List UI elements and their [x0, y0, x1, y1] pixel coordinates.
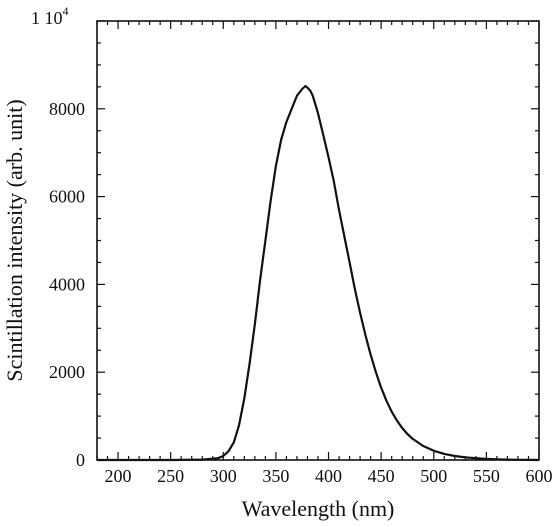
x-tick-label: 350	[262, 466, 289, 486]
y-tick-label: 2000	[49, 362, 85, 382]
x-axis-title: Wavelength (nm)	[242, 496, 395, 521]
x-tick-label: 200	[105, 466, 132, 486]
x-tick-label: 450	[368, 466, 395, 486]
y-top-mantissa: 1 10	[31, 8, 63, 28]
y-axis-ticks	[97, 20, 539, 461]
x-tick-label: 400	[315, 466, 342, 486]
x-tick-label: 250	[157, 466, 184, 486]
plot-frame	[96, 20, 540, 461]
x-tick-label: 500	[420, 466, 447, 486]
x-tick-label: 300	[210, 466, 237, 486]
y-axis-top-tick-label: 1 104	[31, 4, 69, 28]
y-tick-label: 6000	[49, 187, 85, 207]
y-tick-label: 8000	[49, 99, 85, 119]
intensity-series-line	[97, 84, 540, 462]
x-axis-tick-labels: 200 250 300 350 400 450 500 550 600	[105, 466, 553, 486]
y-axis-tick-labels: 0 2000 4000 6000 8000	[49, 99, 85, 470]
y-tick-label: 0	[76, 450, 85, 470]
y-axis-title: Scintillation intensity (arb. unit)	[2, 99, 27, 381]
y-tick-label: 4000	[49, 274, 85, 294]
y-top-exponent: 4	[63, 4, 69, 18]
x-tick-label: 600	[526, 466, 553, 486]
x-axis-ticks	[96, 21, 540, 460]
x-tick-label: 550	[473, 466, 500, 486]
